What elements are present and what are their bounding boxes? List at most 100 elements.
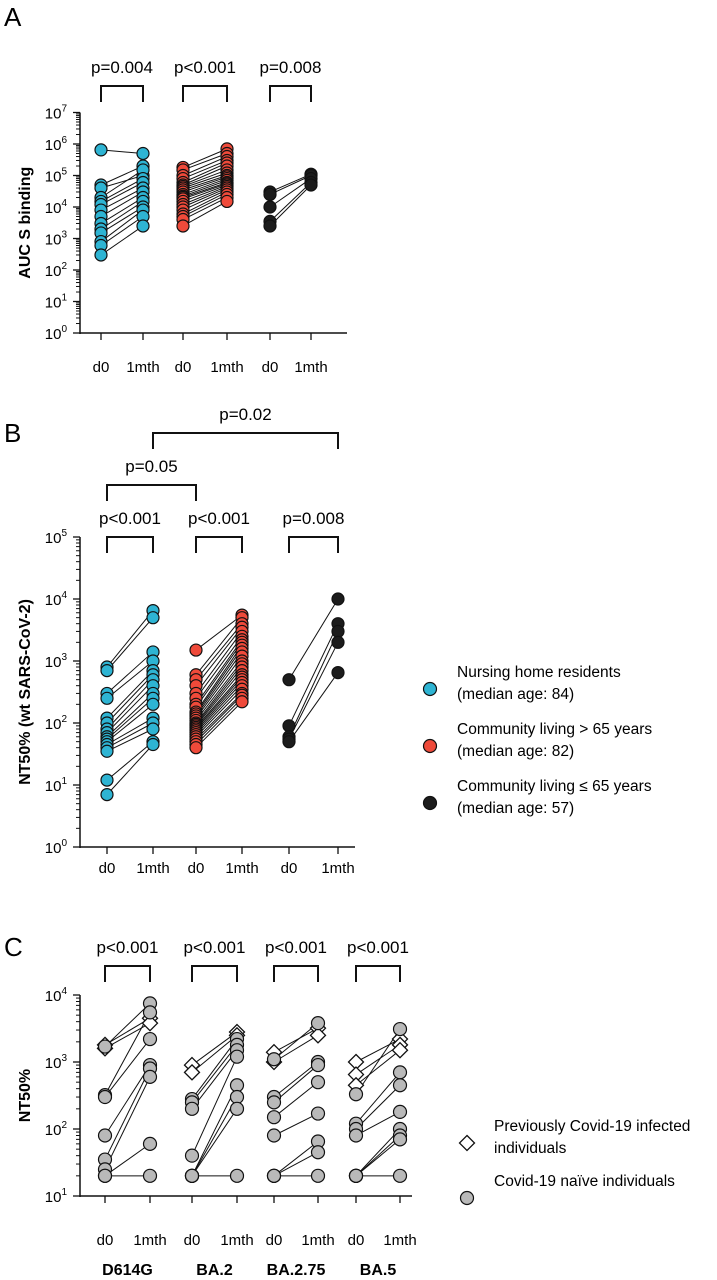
panel-c-point-1mth (391, 1041, 409, 1059)
panel-c-pair-line (355, 1084, 401, 1130)
panel-a-pair-line (182, 197, 228, 220)
panel-a-pair-line (182, 179, 228, 197)
panel-b-pair-line (195, 636, 243, 699)
panel-b-y-tick-label: 105 (45, 528, 68, 547)
panel-c-point-d0 (184, 1148, 200, 1163)
panel-b-legend-marker (422, 738, 438, 754)
panel-a-point-d0 (94, 143, 108, 157)
panel-b-pair-line (195, 631, 243, 694)
panel-c-point-1mth (309, 1026, 327, 1044)
panel-a-pair-line (182, 175, 228, 191)
panel-b-pair-line (195, 614, 243, 651)
panel-b-legend-marker (422, 795, 438, 811)
panel-b-point-d0 (282, 719, 296, 733)
panel-b-pair-line (195, 697, 243, 745)
panel-b-point-1mth (235, 695, 249, 709)
panel-c-pair-line (273, 1151, 319, 1177)
panel-a-point-d0 (94, 248, 108, 262)
panel-a-point-d0 (263, 200, 277, 214)
panel-b-pair-line (288, 598, 339, 680)
panel-b-x-tick-label: d0 (281, 860, 298, 877)
panel-c-pair-line (191, 1049, 238, 1110)
panel-b-pair-line (106, 703, 154, 743)
panel-c-pair-line (273, 1141, 319, 1177)
panel-a-pair-line (182, 153, 228, 171)
panel-b-pair-line (195, 655, 243, 719)
panel-b-point-1mth (146, 611, 160, 625)
panel-c-pair-line (355, 1072, 401, 1125)
panel-b-y-axis-label: NT50% (wt SARS-CoV-2) (17, 599, 34, 785)
panel-c-pair-line (191, 1085, 238, 1177)
panel-b-pair-line (195, 644, 243, 713)
panel-c-point-1mth (142, 1005, 158, 1020)
panel-a-x-tick-label: d0 (175, 359, 192, 376)
panel-c-point-1mth (310, 1168, 326, 1183)
panel-a-pair-line (100, 178, 144, 202)
panel-a-pair-line (182, 183, 228, 200)
panel-b-pair-line (195, 663, 243, 724)
panel-c-point-d0 (184, 1101, 200, 1116)
panel-c-point-d0 (183, 1063, 201, 1081)
panel-b-pair-line (106, 660, 154, 699)
panel-c-point-d0 (97, 1168, 113, 1183)
panel-a-y-tick-label: 105 (45, 167, 68, 186)
panel-c-pair-line (191, 1096, 238, 1177)
panel-c-y-tick-label: 104 (45, 986, 68, 1005)
panel-b-point-d0 (100, 744, 114, 758)
panel-c-pair-line (191, 1056, 238, 1156)
panel-c-point-1mth (142, 1031, 158, 1047)
panel-b-point-1mth (146, 737, 160, 752)
panel-b-pair-line (288, 631, 339, 737)
panel-c-point-1mth (392, 1104, 408, 1119)
panel-b-x-tick-label: 1mth (136, 860, 169, 877)
panel-a-pair-line (100, 149, 144, 154)
panel-c-point-1mth (310, 1075, 326, 1090)
panel-b-p-value: p<0.001 (99, 509, 161, 528)
panel-b-pair-line (195, 676, 243, 730)
panel-c-point-1mth (310, 1106, 326, 1121)
panel-a-pair-line (269, 175, 312, 195)
panel-c-x-tick-label: 1mth (133, 1232, 166, 1249)
panel-c-pair-line (191, 1108, 238, 1177)
panel-c-point-1mth (392, 1065, 408, 1080)
panel-c-pair-line (104, 1076, 151, 1170)
panel-c-point-1mth (142, 1168, 158, 1183)
panel-a-y-tick-label: 106 (45, 135, 68, 154)
panel-b-pair-line (106, 679, 154, 730)
panel-a-y-tick-label: 100 (45, 324, 68, 343)
panel-a-point-d0 (263, 219, 277, 233)
panel-c-pair-line (273, 1034, 319, 1063)
panel-a-x-tick-label: 1mth (294, 359, 327, 376)
panel-a-point-1mth (136, 146, 150, 161)
panel-a-x-tick-label: d0 (262, 359, 279, 376)
panel-b-x-tick-label: 1mth (225, 860, 258, 877)
panel-b-pair-line (106, 670, 154, 719)
panel-b-pair-line (106, 674, 154, 724)
panel-c-legend-label: Previously Covid-19 infected (494, 1118, 690, 1135)
panel-c-p-value: p<0.001 (97, 938, 159, 957)
panel-c-x-tick-label: d0 (348, 1232, 365, 1249)
panel-b-significance-bracket (195, 536, 243, 553)
panel-c-point-1mth (141, 1014, 159, 1032)
panel-b-point-1mth (146, 697, 160, 711)
panel-a-pair-line (182, 162, 228, 183)
panel-a-pair-line (269, 182, 312, 222)
panel-c-pair-line (355, 1138, 401, 1177)
panel-b-pair-line (106, 610, 154, 668)
panel-a-y-tick-label: 103 (45, 230, 68, 249)
panel-a-pair-line (269, 173, 312, 193)
panel-c-y-axis-label: NT50% (17, 1069, 34, 1122)
panel-a-pair-line (182, 191, 228, 215)
panel-b-y-tick-label: 101 (45, 776, 68, 795)
panel-c-point-1mth (310, 1016, 326, 1031)
panel-b-letter: B (4, 418, 21, 448)
panel-c-p-value: p<0.001 (265, 938, 327, 957)
panel-c-significance-bracket (273, 965, 319, 982)
panel-c-pair-line (355, 1128, 401, 1177)
panel-a-y-axis-label: AUC S binding (17, 167, 34, 279)
panel-b-legend-label: Community living > 65 years (457, 721, 652, 738)
panel-a-pair-line (182, 185, 228, 205)
panel-b-pair-line (106, 722, 154, 749)
panel-c-point-d0 (266, 1128, 282, 1143)
